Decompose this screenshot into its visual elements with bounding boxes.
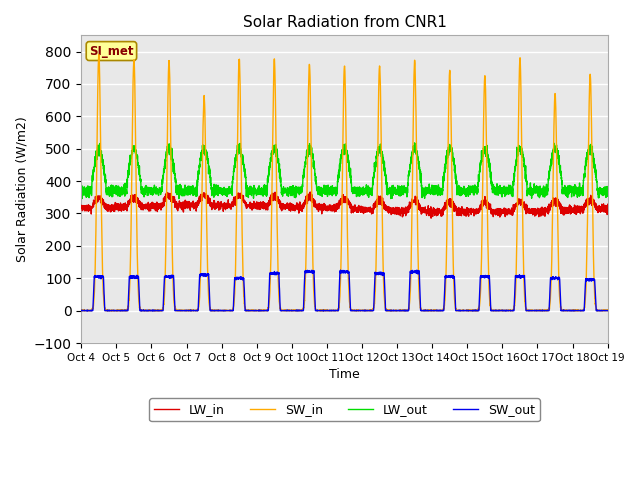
SW_out: [77, 308, 85, 313]
Line: SW_out: SW_out: [81, 270, 608, 311]
SW_in: [325, 308, 333, 313]
LW_out: [604, 193, 611, 199]
LW_in: [325, 206, 333, 212]
SW_in: [95, 52, 102, 58]
LW_out: [175, 196, 183, 202]
SW_out: [433, 308, 441, 313]
SW_out: [604, 308, 612, 313]
SW_in: [604, 307, 612, 313]
SW_out: [463, 307, 470, 313]
LW_out: [411, 140, 419, 146]
LW_out: [172, 180, 180, 185]
SW_out: [325, 308, 333, 313]
Line: LW_in: LW_in: [81, 192, 608, 218]
SW_in: [172, 306, 180, 312]
LW_in: [172, 204, 180, 209]
LW_out: [492, 185, 500, 191]
LW_out: [433, 189, 441, 195]
SW_in: [604, 308, 611, 313]
SW_out: [604, 308, 611, 313]
LW_in: [307, 189, 314, 195]
Title: Solar Radiation from CNR1: Solar Radiation from CNR1: [243, 15, 447, 30]
LW_in: [492, 211, 500, 217]
Legend: LW_in, SW_in, LW_out, SW_out: LW_in, SW_in, LW_out, SW_out: [149, 398, 540, 421]
SW_in: [492, 308, 500, 313]
LW_in: [604, 202, 612, 207]
SW_out: [337, 267, 344, 273]
LW_in: [77, 204, 85, 209]
LW_out: [77, 187, 85, 192]
Text: SI_met: SI_met: [89, 45, 134, 58]
LW_in: [433, 209, 441, 215]
SW_out: [172, 308, 180, 313]
LW_in: [604, 212, 611, 217]
LW_out: [604, 193, 612, 199]
LW_out: [463, 187, 470, 192]
SW_out: [77, 308, 85, 313]
LW_in: [428, 215, 435, 221]
SW_in: [463, 307, 470, 313]
SW_in: [433, 308, 441, 313]
SW_in: [77, 308, 85, 313]
Line: SW_in: SW_in: [81, 55, 608, 311]
Y-axis label: Solar Radiation (W/m2): Solar Radiation (W/m2): [15, 116, 28, 262]
LW_in: [463, 213, 470, 218]
X-axis label: Time: Time: [329, 368, 360, 381]
LW_out: [325, 189, 333, 195]
SW_out: [492, 308, 500, 313]
Line: LW_out: LW_out: [81, 143, 608, 199]
